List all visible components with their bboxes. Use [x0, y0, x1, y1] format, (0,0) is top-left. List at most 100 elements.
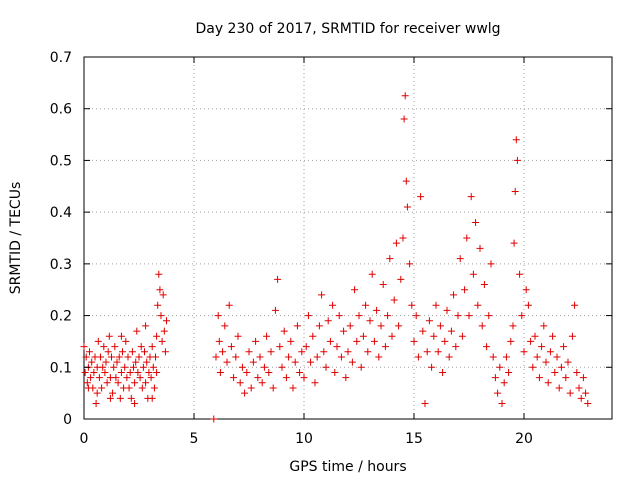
data-point [529, 363, 537, 371]
data-point [348, 358, 356, 366]
data-point [535, 374, 543, 382]
data-point [100, 343, 108, 351]
data-point [156, 286, 164, 294]
data-point [434, 348, 442, 356]
x-tick-label: 5 [190, 431, 199, 447]
data-point [375, 353, 383, 361]
x-tick-label: 10 [295, 431, 313, 447]
data-point [223, 358, 231, 366]
data-point [498, 399, 506, 407]
data-point [344, 348, 352, 356]
data-point [542, 358, 550, 366]
data-point [555, 384, 563, 392]
data-point [485, 312, 493, 320]
data-point [98, 384, 106, 392]
plot-frame [83, 56, 613, 420]
data-point [106, 394, 114, 402]
data-point [362, 301, 370, 309]
data-point [254, 374, 262, 382]
data-point [142, 322, 150, 330]
data-point [249, 358, 257, 366]
data-point [302, 343, 310, 351]
data-point [309, 332, 317, 340]
data-point [469, 270, 477, 278]
data-point [577, 394, 585, 402]
data-point [232, 353, 240, 361]
data-point [452, 343, 460, 351]
data-point [494, 389, 502, 397]
data-point [384, 312, 392, 320]
data-point [425, 317, 433, 325]
data-point [238, 363, 246, 371]
x-tick-label: 20 [515, 431, 533, 447]
data-point [260, 363, 268, 371]
data-point [476, 244, 484, 252]
data-point [145, 368, 153, 376]
data-point [216, 368, 224, 376]
data-point [353, 337, 361, 345]
data-point [401, 92, 409, 100]
data-point [132, 358, 140, 366]
data-point [159, 291, 167, 299]
data-point [141, 348, 148, 356]
data-point [243, 368, 251, 376]
data-point [450, 291, 458, 299]
data-point [518, 312, 526, 320]
data-point [342, 374, 350, 382]
data-point [111, 343, 119, 351]
data-point [97, 353, 104, 361]
data-point [131, 399, 139, 407]
data-point [116, 394, 124, 402]
data-point [101, 368, 109, 376]
x-axis-ticks: 0 5 10 15 20 [80, 57, 533, 447]
data-point [84, 384, 92, 392]
data-point [160, 327, 168, 335]
data-point [472, 218, 480, 226]
data-point [421, 399, 429, 407]
data-point [105, 332, 113, 340]
data-point [315, 322, 323, 330]
data-point [392, 239, 400, 247]
data-point [128, 348, 136, 356]
y-tick-label: 0 [63, 412, 72, 428]
data-point [95, 374, 103, 382]
data-point [564, 358, 572, 366]
data-point [324, 317, 332, 325]
data-point [125, 384, 133, 392]
data-point [573, 368, 581, 376]
data-point [291, 358, 299, 366]
data-point [87, 374, 95, 382]
data-point [92, 399, 100, 407]
x-axis-label: GPS time / hours [289, 459, 406, 475]
data-point [320, 348, 328, 356]
data-point [390, 296, 398, 304]
y-axis-label: SRMTID / TECUs [8, 182, 24, 295]
data-point [406, 260, 414, 268]
data-point [447, 327, 455, 335]
data-point [287, 337, 295, 345]
data-point [357, 363, 365, 371]
data-point [524, 301, 532, 309]
data-point [566, 389, 574, 397]
data-point [130, 363, 137, 371]
data-point [423, 348, 431, 356]
data-point [83, 379, 91, 387]
data-point [94, 337, 102, 345]
data-point [333, 343, 341, 351]
data-point [386, 255, 394, 263]
data-point [399, 234, 407, 242]
data-point [351, 286, 359, 294]
data-point [285, 353, 293, 361]
data-point [500, 379, 508, 387]
data-point [80, 343, 88, 351]
data-point [148, 343, 156, 351]
data-point [489, 353, 497, 361]
data-point [326, 337, 334, 345]
data-point [102, 358, 110, 366]
data-point [329, 301, 337, 309]
data-point [161, 348, 169, 356]
data-point [227, 343, 235, 351]
data-point [370, 337, 378, 345]
data-point [221, 322, 229, 330]
